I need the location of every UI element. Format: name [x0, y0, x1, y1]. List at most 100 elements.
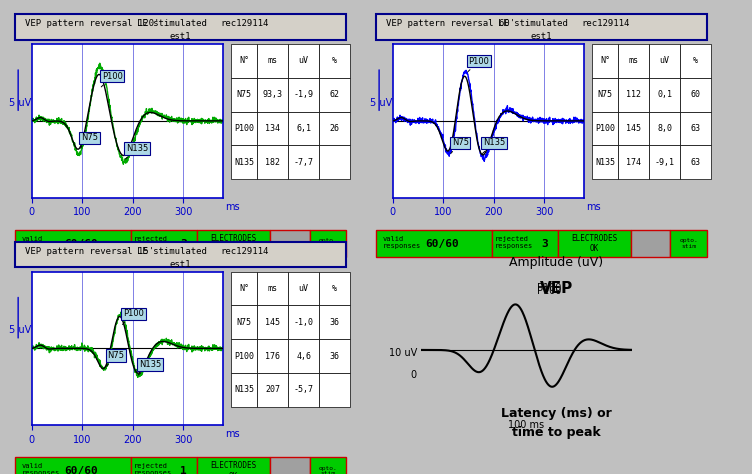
- Text: ms: ms: [226, 202, 240, 212]
- Bar: [288, 146, 319, 179]
- Bar: [319, 272, 350, 305]
- Bar: [680, 112, 711, 146]
- Text: N°: N°: [239, 284, 249, 293]
- FancyBboxPatch shape: [131, 230, 197, 257]
- Text: 10 uV: 10 uV: [389, 347, 417, 358]
- Bar: [618, 112, 649, 146]
- Text: 8,0: 8,0: [657, 124, 672, 133]
- Text: 5 uV: 5 uV: [369, 98, 392, 108]
- Bar: [319, 146, 350, 179]
- Text: N75: N75: [237, 318, 252, 327]
- Text: rec129114: rec129114: [220, 247, 268, 256]
- Text: opto.
stim: opto. stim: [318, 465, 337, 474]
- Text: 36: 36: [329, 318, 340, 327]
- Bar: [288, 373, 319, 407]
- Text: P100: P100: [537, 286, 561, 296]
- Text: 60: 60: [690, 90, 701, 99]
- Text: N135: N135: [126, 144, 148, 159]
- FancyBboxPatch shape: [270, 457, 310, 474]
- Text: 60/60: 60/60: [426, 238, 459, 248]
- Text: %: %: [332, 284, 337, 293]
- Text: 26: 26: [329, 124, 340, 133]
- Bar: [257, 373, 288, 407]
- FancyBboxPatch shape: [15, 242, 346, 267]
- Text: -9,1: -9,1: [655, 158, 675, 167]
- FancyBboxPatch shape: [15, 230, 131, 257]
- Text: 3: 3: [180, 238, 187, 248]
- FancyBboxPatch shape: [197, 457, 270, 474]
- Bar: [231, 78, 257, 112]
- Text: 1: 1: [180, 466, 187, 474]
- Text: 0,1: 0,1: [657, 90, 672, 99]
- Text: P100: P100: [537, 283, 561, 293]
- Bar: [319, 339, 350, 373]
- Bar: [231, 339, 257, 373]
- Text: N135: N135: [483, 138, 505, 154]
- Bar: [592, 146, 618, 179]
- Text: LE stimulated: LE stimulated: [499, 19, 569, 28]
- Bar: [231, 272, 257, 305]
- Text: ms: ms: [268, 284, 277, 293]
- Text: uV: uV: [660, 56, 669, 65]
- Text: rejected
responses: rejected responses: [134, 236, 172, 249]
- Bar: [618, 78, 649, 112]
- Text: VEP pattern reversal 15': VEP pattern reversal 15': [25, 247, 154, 256]
- Text: N135: N135: [234, 158, 254, 167]
- Bar: [231, 373, 257, 407]
- Bar: [649, 112, 680, 146]
- Bar: [257, 339, 288, 373]
- Text: VEP pattern reversal 60': VEP pattern reversal 60': [386, 19, 515, 28]
- FancyBboxPatch shape: [15, 14, 346, 40]
- FancyBboxPatch shape: [131, 457, 197, 474]
- Text: 0: 0: [411, 370, 417, 380]
- Text: 36: 36: [329, 352, 340, 361]
- Text: LE stimulated: LE stimulated: [138, 247, 208, 256]
- Text: N135: N135: [595, 158, 615, 167]
- Text: N75: N75: [80, 133, 98, 148]
- Bar: [231, 146, 257, 179]
- Text: time to peak: time to peak: [512, 426, 601, 439]
- Text: valid
responses: valid responses: [383, 236, 421, 249]
- Text: 62: 62: [329, 90, 340, 99]
- Bar: [319, 112, 350, 146]
- Text: LE stimulated: LE stimulated: [138, 19, 208, 28]
- Bar: [288, 44, 319, 78]
- Text: 63: 63: [690, 124, 701, 133]
- Bar: [288, 112, 319, 146]
- Text: rejected
responses: rejected responses: [134, 464, 172, 474]
- Bar: [592, 112, 618, 146]
- FancyBboxPatch shape: [631, 230, 671, 257]
- Text: 174: 174: [626, 158, 641, 167]
- Text: 145: 145: [626, 124, 641, 133]
- Text: N°: N°: [239, 56, 249, 65]
- Text: opto.
stim: opto. stim: [679, 238, 698, 249]
- Text: P100: P100: [468, 57, 489, 72]
- Text: ms: ms: [226, 429, 240, 439]
- Text: 3: 3: [541, 238, 548, 248]
- Text: 6,1: 6,1: [296, 124, 311, 133]
- Bar: [231, 112, 257, 146]
- FancyBboxPatch shape: [197, 230, 270, 257]
- FancyBboxPatch shape: [671, 230, 707, 257]
- Text: ms: ms: [629, 56, 638, 65]
- Text: 4,6: 4,6: [296, 352, 311, 361]
- Bar: [649, 78, 680, 112]
- Text: VEP: VEP: [540, 281, 573, 296]
- Text: 207: 207: [265, 385, 280, 394]
- Text: 60/60: 60/60: [65, 466, 98, 474]
- Bar: [319, 305, 350, 339]
- Text: ELECTRODES
OK: ELECTRODES OK: [572, 234, 617, 253]
- Text: uV: uV: [299, 56, 308, 65]
- Bar: [592, 78, 618, 112]
- FancyBboxPatch shape: [376, 14, 707, 40]
- Text: 176: 176: [265, 352, 280, 361]
- Bar: [649, 44, 680, 78]
- FancyBboxPatch shape: [310, 230, 346, 257]
- Bar: [288, 305, 319, 339]
- Bar: [649, 146, 680, 179]
- Bar: [257, 305, 288, 339]
- Text: 5 uV: 5 uV: [8, 98, 31, 108]
- FancyBboxPatch shape: [310, 457, 346, 474]
- Text: est1: est1: [170, 260, 191, 269]
- Text: P100: P100: [595, 124, 615, 133]
